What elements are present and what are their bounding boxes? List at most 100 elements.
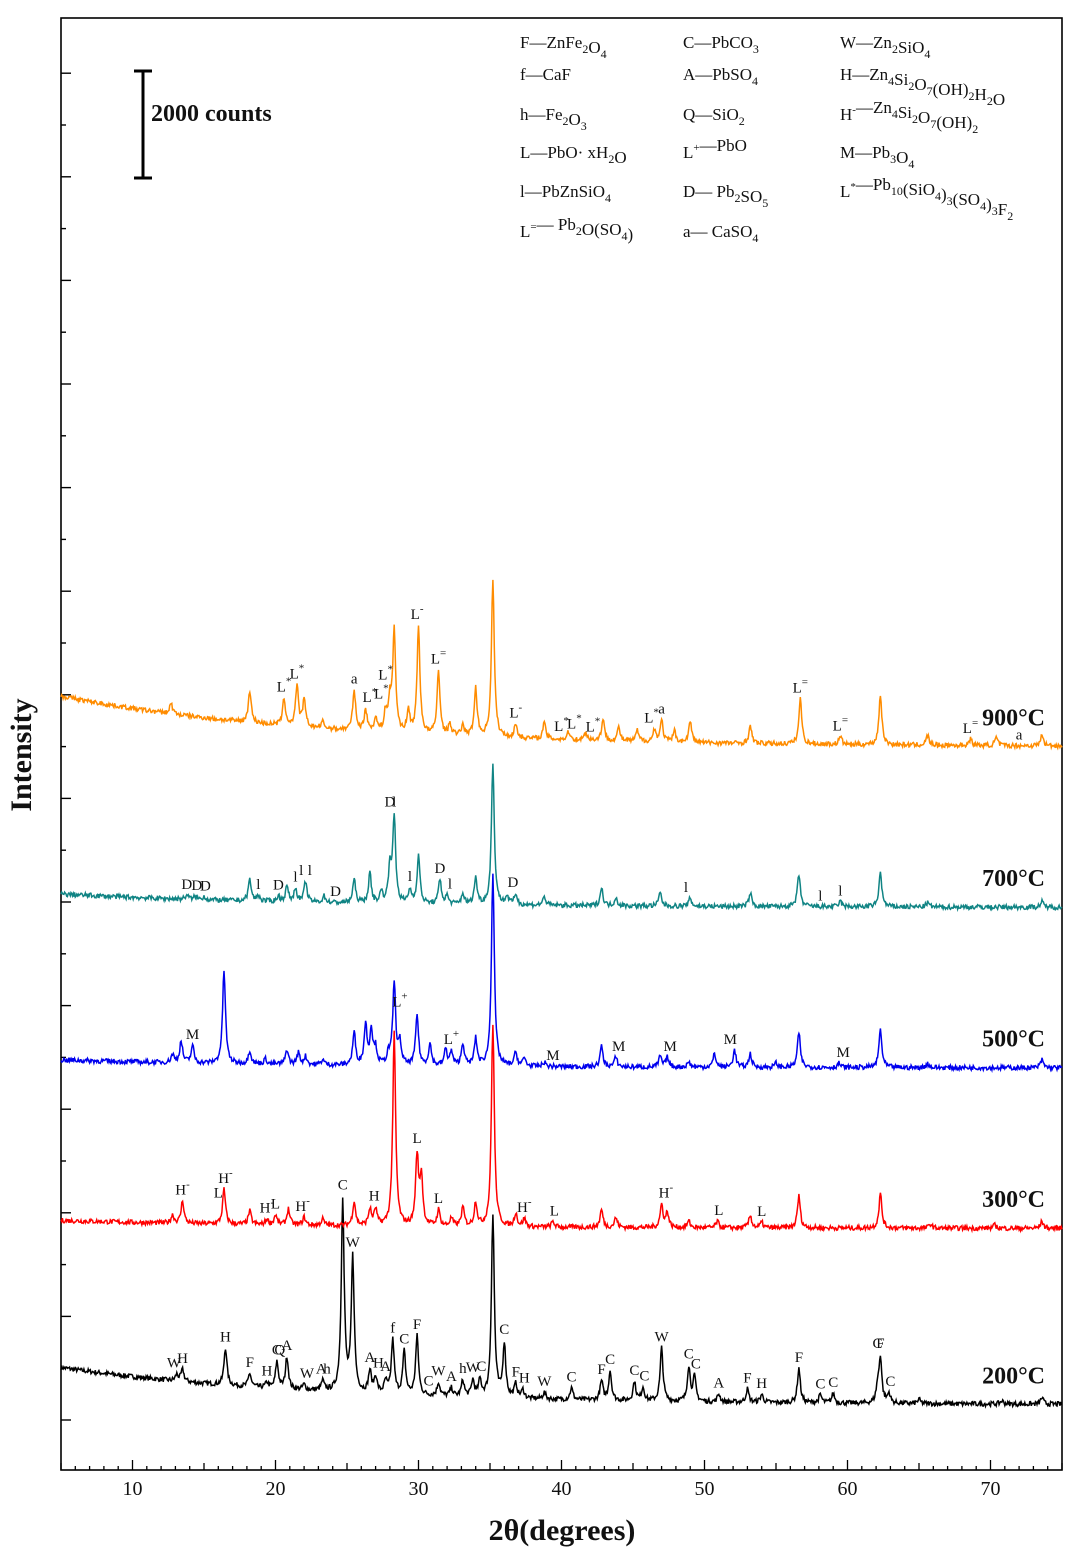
legend-entry: h—Fe2O3 (520, 105, 587, 133)
peak-label: H- (295, 1195, 310, 1215)
series-line (60, 579, 1063, 751)
peak-label: H- (659, 1181, 674, 1201)
peak-label: L (714, 1203, 723, 1219)
peak-label: F (597, 1362, 605, 1378)
peak-label: A (380, 1359, 391, 1375)
peak-label: L* (378, 664, 393, 684)
peak-label: W (346, 1235, 361, 1251)
legend-entry: A—PbSO4 (683, 65, 758, 88)
peak-label: A (364, 1350, 375, 1366)
legend-entry: Q—SiO2 (683, 105, 745, 128)
legend-entry: F—ZnFe2O4 (520, 33, 607, 61)
peak-label: W (655, 1329, 670, 1345)
peak-label: H- (218, 1167, 233, 1187)
peak-label: D (200, 878, 211, 894)
peak-label: H (373, 1356, 384, 1372)
peak-label: H- (175, 1179, 190, 1199)
peak-label: L= (793, 677, 808, 697)
peak-label: W (537, 1374, 552, 1390)
peak-label: D (191, 878, 202, 894)
peak-label: L= (431, 647, 446, 667)
peak-label: L+ (444, 1028, 459, 1048)
peak-label: L- (411, 603, 424, 623)
x-tick-label: 40 (552, 1478, 572, 1500)
legend-entry: l—PbZnSiO4 (520, 182, 611, 205)
y-axis-label: Intensity (5, 698, 38, 811)
peak-label: C (815, 1377, 825, 1393)
peak-label: H (369, 1189, 380, 1205)
series-line (60, 763, 1063, 913)
x-tick-label: 60 (838, 1478, 858, 1500)
peak-label: C (639, 1368, 649, 1384)
peak-label: C (424, 1373, 434, 1389)
peak-label: D (330, 884, 341, 900)
legend-entry: D— Pb2SO5 (683, 182, 768, 210)
temperature-label: 200°C (982, 1364, 1045, 1390)
temperature-label: 700°C (982, 866, 1045, 892)
peak-label: D (181, 877, 192, 893)
peak-label: C (629, 1363, 639, 1379)
peak-label: M (612, 1039, 625, 1055)
peak-label: h (459, 1361, 467, 1377)
peak-label: L (757, 1204, 766, 1220)
legend-entry: f—CaF (520, 65, 571, 84)
peak-label: l (293, 869, 297, 885)
peak-label: A (713, 1376, 724, 1392)
peak-label: L* (567, 713, 582, 733)
peak-label: F (512, 1364, 520, 1380)
peak-label: l (818, 888, 822, 904)
peak-label: H (756, 1376, 767, 1392)
peak-label: M (664, 1039, 677, 1055)
legend-entry: L=— Pb2O(SO4) (520, 215, 633, 244)
peak-label: C (476, 1359, 486, 1375)
peak-label: C (399, 1331, 409, 1347)
scale-bar-label: 2000 counts (151, 101, 272, 127)
peak-label: A (446, 1369, 457, 1385)
legend-entry: H-—Zn4Si2O7(OH)2 (840, 98, 978, 136)
x-tick-label: 50 (695, 1478, 715, 1500)
x-axis-ticks: 10 20 30 40 50 60 70 (60, 1460, 1063, 1500)
peak-label: F (246, 1355, 254, 1371)
peak-label: l (684, 880, 688, 896)
legend-entry: W—Zn2SiO4 (840, 33, 930, 61)
peak-label: C (828, 1375, 838, 1391)
peak-label: f (390, 1320, 395, 1336)
scale-bar: 2000 counts (134, 69, 272, 180)
peak-label: M (186, 1027, 199, 1043)
peak-label: a (351, 671, 358, 687)
peak-label: Q (274, 1343, 285, 1359)
peak-label: W (300, 1366, 315, 1382)
peak-label: C (338, 1178, 348, 1194)
peak-label: C (499, 1322, 509, 1338)
peak-label: A (316, 1362, 327, 1378)
peak-label: F (795, 1350, 803, 1366)
peak-label: L* (644, 707, 659, 727)
peak-label: C (684, 1347, 694, 1363)
legend-entry: C—PbCO3 (683, 33, 759, 56)
peak-label: F (876, 1336, 884, 1352)
peak-label: l (256, 877, 260, 893)
peak-label: A (282, 1338, 293, 1354)
peak-label: H (220, 1330, 231, 1346)
peak-label: L= (963, 717, 978, 737)
peak-label: l (448, 876, 452, 892)
peak-label: C (885, 1374, 895, 1390)
peak-label: D (273, 877, 284, 893)
peak-label: W (466, 1360, 481, 1376)
peak-label: l (838, 883, 842, 899)
legend-entry: L+—PbO (683, 136, 747, 162)
peak-label: L- (509, 702, 522, 722)
peak-label: C (567, 1370, 577, 1386)
x-tick-label: 30 (409, 1478, 429, 1500)
peak-label: D (384, 794, 395, 810)
legend-entry: L—PbO· xH2O (520, 143, 627, 167)
peak-label: C (873, 1336, 883, 1352)
peak-label: a (658, 702, 665, 718)
peak-label: F (413, 1317, 421, 1333)
legend-entry: L*—Pb10(SiO4)3(SO4)3F2 (840, 175, 1013, 223)
peak-label: L* (586, 716, 601, 736)
peak-label: H (519, 1371, 530, 1387)
